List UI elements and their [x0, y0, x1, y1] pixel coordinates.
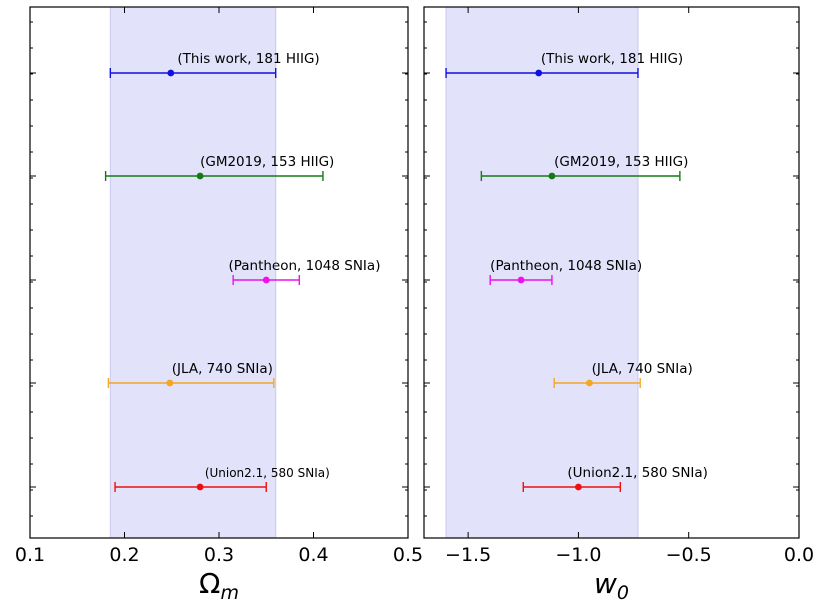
point-annotation: (Union2.1, 580 SNIa): [567, 465, 708, 481]
data-point: [586, 379, 593, 387]
axes-frame: [423, 6, 800, 539]
point-annotation: (GM2019, 153 HIIG): [200, 154, 334, 170]
x-tick-label: −1.0: [555, 544, 601, 566]
x-tick-label: 0.4: [298, 544, 328, 566]
x-axis-label: Ωm: [199, 567, 239, 604]
point-annotation: (This work, 181 HIIG): [541, 51, 683, 67]
point-annotation: (Pantheon, 1048 SNIa): [490, 258, 642, 274]
confidence-band: [445, 6, 639, 539]
data-point: [167, 69, 175, 77]
data-point: [262, 276, 270, 284]
data-point: [517, 276, 525, 284]
x-tick-label: −1.5: [445, 544, 491, 566]
point-annotation: (This work, 181 HIIG): [177, 51, 319, 67]
data-point: [548, 172, 556, 180]
x-axis-label: w0: [594, 567, 629, 604]
data-point: [575, 483, 582, 491]
point-annotation: (Union2.1, 580 SNIa): [205, 466, 330, 480]
panel-w0: −1.5 −1.0 −0.5 0.0 w0 (This work, 181 HIIG) (G…: [423, 6, 814, 604]
point-annotation: (GM2019, 153 HIIG): [554, 154, 688, 170]
point-annotation: (Pantheon, 1048 SNIa): [228, 258, 380, 274]
panel-omega-m: 0.1 0.2 0.3 0.4 0.5 Ωm (This work, 181 HIIG) (G…: [15, 6, 423, 604]
x-tick-label: 0.1: [15, 544, 45, 566]
confidence-band: [109, 6, 277, 539]
data-point: [166, 379, 174, 387]
x-tick-label: 0.2: [109, 544, 139, 566]
x-tick-label: 0.0: [784, 544, 814, 566]
x-tick-label: 0.3: [204, 544, 234, 566]
point-annotation: (JLA, 740 SNIa): [172, 361, 273, 377]
data-point: [196, 172, 204, 180]
data-point: [196, 483, 204, 491]
data-point: [535, 69, 543, 77]
x-tick-label: 0.5: [393, 544, 423, 566]
x-tick-label: −0.5: [666, 544, 712, 566]
point-annotation: (JLA, 740 SNIa): [592, 361, 693, 377]
